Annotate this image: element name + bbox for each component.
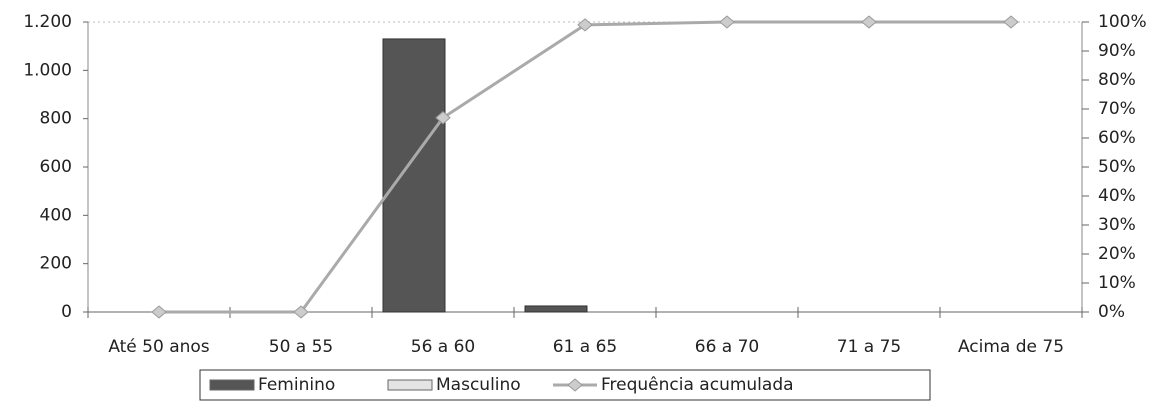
x-tick-label: 66 a 70: [695, 337, 760, 357]
y-tick-label: 800: [40, 109, 72, 129]
y2-tick-label: 100%: [1098, 12, 1147, 32]
legend-label: Frequência acumulada: [601, 375, 794, 395]
legend-swatch: [209, 379, 255, 391]
line-marker: [719, 15, 735, 29]
line-marker: [435, 111, 451, 125]
legend-label: Masculino: [436, 375, 521, 395]
line-marker: [293, 305, 309, 319]
legend-box: [199, 369, 931, 401]
y-tick-label: 600: [40, 157, 72, 177]
bar: [382, 38, 446, 313]
legend-marker: [567, 378, 583, 392]
y2-tick-label: 10%: [1098, 273, 1136, 293]
y-tick-label: 1.200: [23, 12, 72, 32]
y2-tick-label: 40%: [1098, 186, 1136, 206]
legend-label: Feminino: [258, 375, 335, 395]
y2-tick-label: 60%: [1098, 128, 1136, 148]
line-marker: [577, 18, 593, 32]
y-tick-label: 200: [40, 254, 72, 274]
x-tick-label: Acima de 75: [958, 337, 1064, 357]
x-tick-label: 56 a 60: [411, 337, 476, 357]
y2-tick-label: 70%: [1098, 99, 1136, 119]
y-tick-label: 0: [61, 302, 72, 322]
x-tick-label: 71 a 75: [837, 337, 902, 357]
y2-tick-label: 30%: [1098, 215, 1136, 235]
x-tick-label: 50 a 55: [269, 337, 334, 357]
y-tick-label: 400: [40, 205, 72, 225]
line-marker: [861, 15, 877, 29]
bar: [524, 305, 588, 313]
x-tick-label: Até 50 anos: [108, 337, 209, 357]
cumulative-line: [159, 20, 1011, 314]
y2-tick-label: 0%: [1098, 302, 1125, 322]
y2-tick-label: 80%: [1098, 70, 1136, 90]
y2-tick-label: 50%: [1098, 157, 1136, 177]
y2-tick-label: 20%: [1098, 244, 1136, 264]
line-marker: [1003, 15, 1019, 29]
x-tick-label: 61 a 65: [553, 337, 618, 357]
y2-tick-label: 90%: [1098, 41, 1136, 61]
y-tick-label: 1.000: [23, 60, 72, 80]
line-marker: [151, 305, 167, 319]
legend-swatch: [387, 379, 433, 391]
